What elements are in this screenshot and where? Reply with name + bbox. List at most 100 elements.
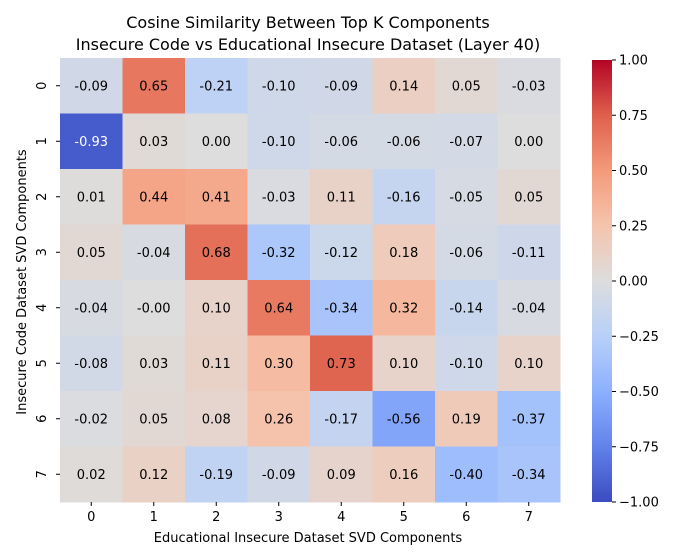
cell-value-label-5-5: 0.10: [389, 357, 418, 372]
x-tick-label: 4: [337, 510, 345, 525]
heatmap-cell-3-2: [185, 224, 248, 281]
cell-value-label-7-1: 0.12: [139, 468, 168, 483]
heatmap-cell-6-4: [310, 391, 373, 447]
cell-value-label-5-1: 0.03: [139, 357, 168, 372]
y-tick-label: 5: [35, 359, 50, 367]
x-tick-label: 1: [150, 510, 158, 525]
cell-value-label-5-6: -0.10: [449, 357, 483, 372]
cell-value-label-6-4: -0.17: [324, 412, 358, 427]
heatmap-cell-1-4: [310, 113, 373, 170]
cell-value-label-6-6: 0.19: [452, 412, 481, 427]
heatmap-cell-2-3: [247, 169, 311, 225]
cell-value-label-1-1: 0.03: [139, 135, 168, 150]
colorbar-tick-label: 0.75: [619, 109, 648, 124]
y-tick-label: 4: [35, 304, 50, 312]
heatmap-cell-4-0: [60, 280, 123, 336]
heatmap-cell-6-3: [247, 391, 311, 447]
heatmap-cell-3-5: [372, 224, 436, 281]
heatmap-cell-7-7: [497, 446, 561, 503]
heatmap-cell-6-2: [185, 391, 248, 447]
cell-value-label-3-5: 0.18: [389, 246, 418, 261]
cell-value-label-1-5: -0.06: [387, 135, 421, 150]
cell-value-label-2-0: 0.01: [77, 190, 106, 205]
cell-value-label-4-3: 0.64: [264, 301, 293, 316]
heatmap-cell-5-0: [60, 335, 123, 392]
colorbar-tick-label: −0.50: [619, 385, 659, 400]
colorbar-tick-label: −1.00: [619, 496, 659, 511]
x-tick-label: 5: [400, 510, 408, 525]
cell-value-label-2-7: 0.05: [514, 190, 543, 205]
colorbar-tick-label: 0.50: [619, 164, 648, 179]
cell-value-label-6-2: 0.08: [202, 412, 231, 427]
cell-value-label-2-2: 0.41: [202, 190, 231, 205]
y-axis-label: Insecure Code Dataset SVD Components: [15, 149, 30, 415]
heatmap-cell-4-6: [435, 280, 498, 336]
y-tick-label: 1: [35, 137, 50, 145]
heatmap-cell-4-4: [310, 280, 373, 336]
heatmap-cell-2-7: [497, 169, 561, 225]
y-tick-label: 7: [35, 470, 50, 478]
heatmap-cell-7-1: [122, 446, 186, 503]
heatmap-cell-7-5: [372, 446, 436, 503]
cell-value-label-4-6: -0.14: [449, 301, 483, 316]
colorbar-ticks: 1.00 0.75 0.50 0.25 0.00 −0.25 −0.50 −0.75 −1.00: [612, 54, 659, 511]
cell-value-label-0-3: -0.10: [262, 79, 296, 94]
heatmap-cell-2-2: [185, 169, 248, 225]
cell-value-label-2-1: 0.44: [139, 190, 168, 205]
x-tick-label: 2: [212, 510, 220, 525]
heatmap-cell-3-6: [435, 224, 498, 281]
cell-value-label-3-0: 0.05: [77, 246, 106, 261]
heatmap-cell-7-4: [310, 446, 373, 503]
cell-value-label-5-0: -0.08: [74, 357, 108, 372]
cell-value-label-0-7: -0.03: [512, 79, 546, 94]
cell-value-label-4-2: 0.10: [202, 301, 231, 316]
cell-value-label-3-6: -0.06: [449, 246, 483, 261]
heatmap-cell-5-2: [185, 335, 248, 392]
heatmap-cell-5-6: [435, 335, 498, 392]
cell-value-label-6-0: -0.02: [74, 412, 108, 427]
cell-value-label-4-4: -0.34: [324, 301, 358, 316]
heatmap-cell-1-3: [247, 113, 311, 170]
heatmap-cell-4-5: [372, 280, 436, 336]
cell-value-label-1-7: 0.00: [514, 135, 543, 150]
heatmap-cell-6-7: [497, 391, 561, 447]
heatmap-cell-3-4: [310, 224, 373, 281]
cell-value-label-6-3: 0.26: [264, 412, 293, 427]
cell-value-label-4-1: -0.00: [137, 301, 171, 316]
cell-value-label-5-3: 0.30: [264, 357, 293, 372]
heatmap-cell-0-6: [435, 58, 498, 114]
cell-value-label-1-0: -0.93: [74, 135, 108, 150]
heatmap-cell-3-0: [60, 224, 123, 281]
cell-value-label-4-0: -0.04: [74, 301, 108, 316]
heatmap-cell-1-6: [435, 113, 498, 170]
colorbar-tick-label: 0.25: [619, 219, 648, 234]
cell-value-label-0-5: 0.14: [389, 79, 418, 94]
heatmap-cell-3-3: [247, 224, 311, 281]
cell-value-label-0-4: -0.09: [324, 79, 358, 94]
heatmap-cell-6-0: [60, 391, 123, 447]
cell-value-label-7-5: 0.16: [389, 468, 418, 483]
cell-value-label-6-7: -0.37: [512, 412, 546, 427]
heatmap-cell-1-1: [122, 113, 186, 170]
cell-value-label-1-2: 0.00: [202, 135, 231, 150]
cell-value-label-4-5: 0.32: [389, 301, 418, 316]
heatmap-cell-5-1: [122, 335, 186, 392]
heatmap-cell-4-1: [122, 280, 186, 336]
cell-value-label-7-3: -0.09: [262, 468, 296, 483]
cell-value-label-5-2: 0.11: [202, 357, 231, 372]
cell-value-label-7-0: 0.02: [77, 468, 106, 483]
colorbar-tick-label: −0.75: [619, 440, 659, 455]
colorbar: [592, 60, 612, 502]
x-tick-label: 0: [87, 510, 95, 525]
heatmap-cell-1-7: [497, 113, 561, 170]
cell-value-label-7-6: -0.40: [449, 468, 483, 483]
x-axis-label: Educational Insecure Dataset SVD Compone…: [154, 531, 463, 546]
cell-value-label-0-0: -0.09: [74, 79, 108, 94]
heatmap-cell-2-1: [122, 169, 186, 225]
heatmap-cell-0-5: [372, 58, 436, 114]
heatmap-cell-2-6: [435, 169, 498, 225]
cell-value-label-3-4: -0.12: [324, 246, 358, 261]
cell-value-label-3-3: -0.32: [262, 246, 296, 261]
cell-value-label-6-5: -0.56: [387, 412, 421, 427]
cell-value-label-5-4: 0.73: [327, 357, 356, 372]
